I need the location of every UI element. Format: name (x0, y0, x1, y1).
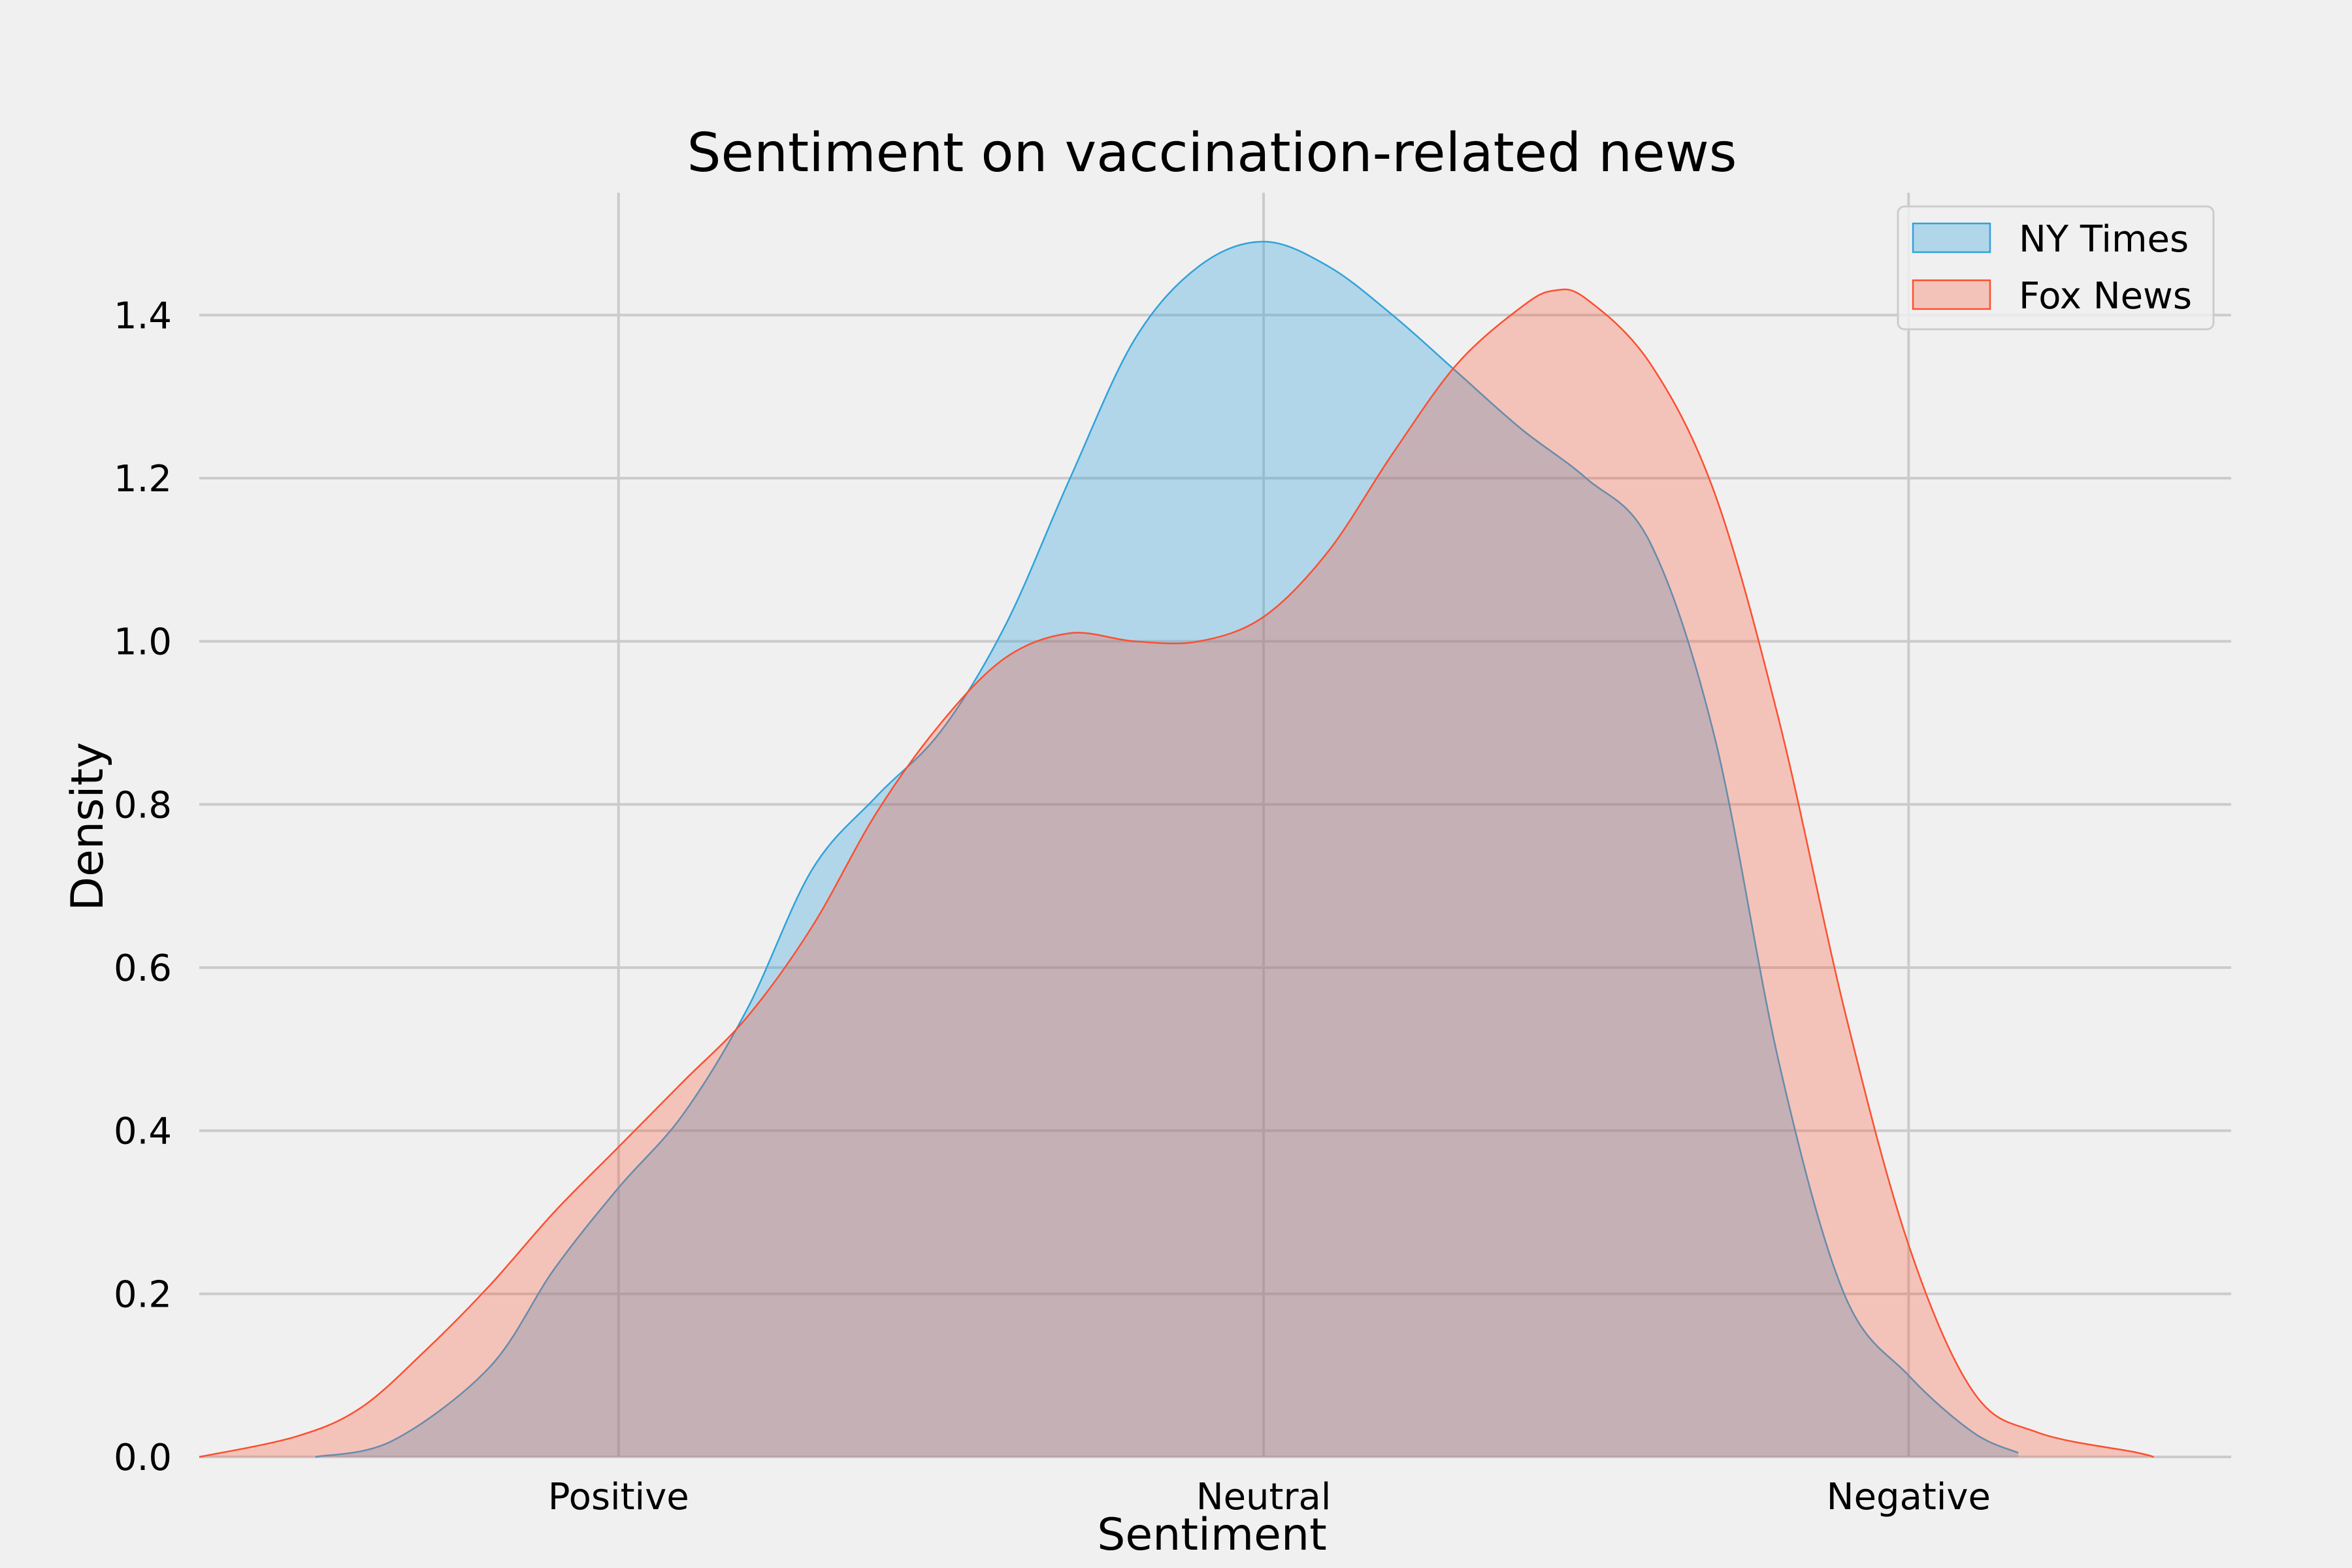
legend-swatch-ny-times (1912, 222, 1991, 253)
density-line-ny-times (315, 240, 2019, 1458)
y-tick-label: 0.6 (114, 947, 172, 990)
x-axis-label: Sentiment (1097, 1509, 1327, 1561)
legend: NY Times Fox News (1897, 205, 2215, 331)
y-tick-label: 0.0 (114, 1437, 172, 1479)
legend-frame (1897, 205, 2215, 331)
density-area-ny-times (315, 241, 2019, 1457)
series-areas (199, 240, 2154, 1458)
y-axis-label: Density (62, 742, 114, 911)
x-tick-label: Negative (1827, 1476, 1991, 1518)
x-tick-label: Positive (548, 1476, 689, 1518)
tick-labels: 0.0 0.2 0.4 0.6 0.8 1.0 1.2 1.4 Positive Neutral N… (114, 295, 1991, 1518)
y-tick-label: 1.0 (114, 621, 172, 664)
y-tick-label: 0.8 (114, 784, 172, 826)
y-tick-label: 0.4 (114, 1111, 172, 1153)
chart-title: Sentiment on vaccination-related news (687, 122, 1737, 184)
legend-swatch-fox-news (1912, 279, 1991, 310)
density-area-fox-news (199, 289, 2154, 1457)
legend-label-fox-news: Fox News (2019, 275, 2192, 318)
legend-label-ny-times: NY Times (2019, 218, 2189, 261)
y-tick-label: 0.2 (114, 1273, 172, 1316)
density-line-fox-news (199, 288, 2154, 1458)
y-tick-label: 1.4 (114, 295, 172, 337)
x-tick-label: Neutral (1196, 1476, 1331, 1518)
y-tick-label: 1.2 (114, 458, 172, 500)
